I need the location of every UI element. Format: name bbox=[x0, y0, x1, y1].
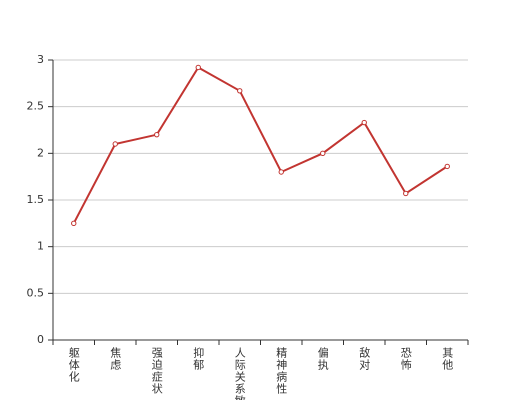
point bbox=[361, 119, 367, 126]
x-tick-label: 强迫症状 bbox=[150, 347, 163, 395]
y-tick-label: 1.5 bbox=[27, 193, 45, 206]
point bbox=[403, 190, 409, 197]
point bbox=[237, 88, 243, 94]
x-tick-label: 抑郁 bbox=[192, 346, 205, 371]
point bbox=[112, 141, 118, 147]
x-tick-label: 精神病性 bbox=[275, 347, 288, 395]
y-tick-label: 3 bbox=[37, 53, 44, 66]
point bbox=[71, 220, 77, 227]
point bbox=[320, 150, 326, 157]
x-tick-label: 恐怖 bbox=[399, 347, 412, 371]
x-tick-label: 偏执 bbox=[316, 346, 329, 371]
point bbox=[195, 64, 201, 71]
x-tick-label: 焦虑 bbox=[109, 347, 122, 371]
point bbox=[154, 131, 160, 138]
point bbox=[278, 169, 284, 175]
x-tick-label: 人际关系敏感 bbox=[233, 347, 246, 400]
line bbox=[72, 66, 448, 224]
y-tick-label: 2.5 bbox=[27, 100, 45, 113]
y-tick-label: 1 bbox=[37, 240, 44, 253]
y-tick-label: 0.5 bbox=[27, 286, 45, 299]
y-tick-label: 2 bbox=[37, 146, 44, 159]
x-tick-label: 躯体化 bbox=[67, 347, 80, 383]
y-tick-label: 0 bbox=[37, 333, 44, 346]
x-tick-label: 敌对 bbox=[358, 346, 371, 371]
x-tick-label: 其他 bbox=[441, 347, 454, 371]
point bbox=[444, 163, 450, 170]
